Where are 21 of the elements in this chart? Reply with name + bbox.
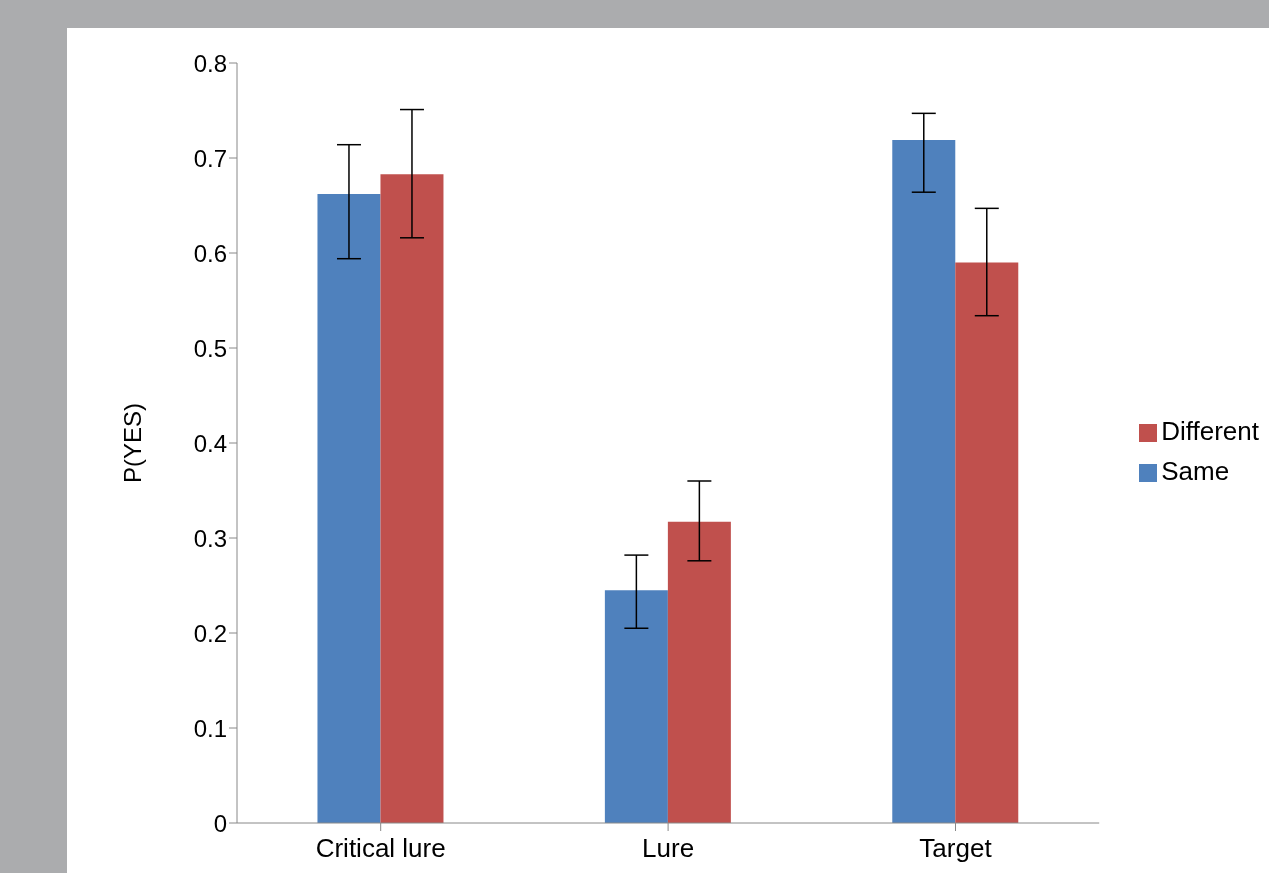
bar bbox=[667, 521, 731, 823]
x-tick-label: Lure bbox=[642, 833, 695, 864]
x-tick-label: Target bbox=[919, 833, 993, 864]
legend-label: Different bbox=[1161, 415, 1259, 446]
bar bbox=[317, 194, 381, 823]
y-axis-title: P(YES) bbox=[118, 402, 146, 484]
y-tick-label: 0.2 bbox=[193, 619, 227, 647]
y-tick-label: 0.4 bbox=[193, 429, 227, 457]
bar bbox=[604, 590, 668, 823]
y-tick-label: 0.7 bbox=[193, 144, 227, 172]
legend-label: Same bbox=[1161, 455, 1230, 486]
x-tick-label: Critical lure bbox=[315, 833, 446, 864]
y-tick-label: 0.8 bbox=[193, 49, 227, 77]
y-tick-label: 0.3 bbox=[193, 524, 227, 552]
y-tick-label: 0.1 bbox=[193, 714, 227, 742]
bar bbox=[955, 262, 1019, 823]
bar bbox=[380, 174, 444, 823]
bar bbox=[892, 139, 956, 823]
y-tick-label: 0 bbox=[213, 809, 227, 837]
y-tick-label: 0.6 bbox=[193, 239, 227, 267]
y-tick-label: 0.5 bbox=[193, 334, 227, 362]
